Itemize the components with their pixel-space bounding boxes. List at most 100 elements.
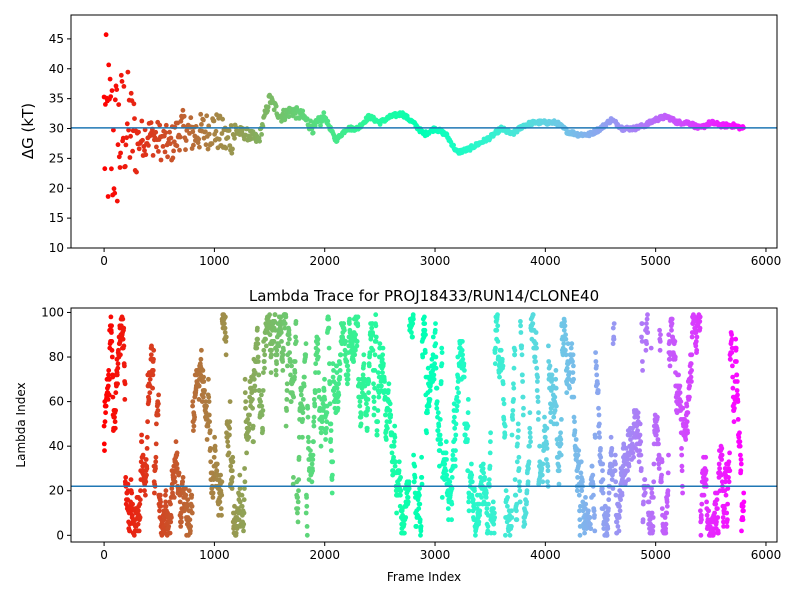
data-point <box>536 410 541 416</box>
data-point <box>345 372 351 378</box>
data-point <box>163 130 169 136</box>
data-point <box>387 408 393 413</box>
data-point <box>137 501 143 507</box>
data-point <box>466 508 472 514</box>
data-point <box>453 421 459 427</box>
data-point <box>185 503 190 509</box>
data-point <box>703 468 709 474</box>
data-point <box>113 408 118 413</box>
data-point <box>225 135 231 140</box>
data-point <box>439 350 445 355</box>
data-point <box>199 399 205 404</box>
data-point <box>512 347 518 353</box>
data-point <box>456 399 461 404</box>
data-point <box>726 475 731 480</box>
data-point <box>484 490 489 496</box>
data-point <box>431 372 437 378</box>
data-point <box>545 468 551 474</box>
data-point <box>659 472 664 478</box>
data-point <box>273 103 279 109</box>
data-point <box>128 477 134 482</box>
data-point <box>251 439 256 445</box>
data-point <box>190 403 196 409</box>
data-point <box>636 459 642 465</box>
data-point <box>112 414 117 420</box>
data-point <box>269 347 274 353</box>
data-point <box>510 412 515 418</box>
data-point <box>128 133 134 139</box>
data-point <box>605 526 611 531</box>
x-tick-label: 6000 <box>751 548 782 562</box>
data-point <box>436 423 442 429</box>
data-point <box>394 510 399 516</box>
data-point <box>124 135 129 141</box>
data-point <box>699 517 704 523</box>
data-point <box>669 327 674 333</box>
data-point <box>737 430 742 436</box>
data-point <box>689 368 694 373</box>
data-point <box>172 479 178 485</box>
data-point <box>480 466 486 471</box>
data-point <box>698 508 703 514</box>
data-point <box>469 479 475 485</box>
data-point <box>204 403 209 409</box>
data-point <box>509 515 515 520</box>
data-point <box>355 323 361 329</box>
data-point <box>108 94 114 99</box>
data-point <box>129 490 135 496</box>
data-point <box>380 352 386 358</box>
data-point <box>685 430 690 436</box>
data-point <box>729 350 735 355</box>
data-point <box>109 347 115 353</box>
data-point <box>352 352 358 358</box>
data-point <box>199 347 204 353</box>
data-point <box>433 365 439 371</box>
data-point <box>699 501 705 507</box>
data-point <box>259 132 264 137</box>
data-point <box>168 135 174 141</box>
data-point <box>495 323 501 329</box>
data-point <box>502 423 508 429</box>
data-point <box>476 519 482 525</box>
data-point <box>544 446 550 451</box>
data-point <box>546 343 551 349</box>
data-point <box>209 141 215 147</box>
data-point <box>651 479 657 485</box>
data-point <box>154 421 159 427</box>
data-point <box>342 347 348 353</box>
data-point <box>583 495 588 500</box>
data-point <box>459 347 465 353</box>
data-point <box>132 116 137 121</box>
data-point <box>527 425 533 431</box>
data-point <box>453 448 458 453</box>
data-point <box>111 186 117 192</box>
data-point <box>562 319 567 324</box>
data-point <box>303 341 309 347</box>
data-point <box>723 479 728 485</box>
data-point <box>553 385 559 391</box>
data-point <box>211 454 217 460</box>
data-point <box>276 343 282 349</box>
data-point <box>292 370 298 375</box>
data-point <box>364 412 369 418</box>
data-point <box>426 403 432 409</box>
data-point <box>610 341 616 347</box>
data-point <box>735 417 741 422</box>
y-tick-label: 80 <box>49 350 64 364</box>
data-point <box>186 488 192 494</box>
data-point <box>259 412 265 418</box>
data-point <box>303 510 309 516</box>
data-point <box>438 437 443 442</box>
data-point <box>373 339 379 344</box>
data-point <box>174 461 180 467</box>
data-point <box>255 359 261 364</box>
data-point <box>261 347 267 353</box>
data-point <box>212 443 218 449</box>
data-point <box>108 314 114 320</box>
data-point <box>588 526 594 531</box>
data-point <box>651 495 656 500</box>
data-point <box>417 492 422 498</box>
data-point <box>738 457 744 462</box>
data-point <box>477 512 482 518</box>
data-point <box>534 345 539 351</box>
